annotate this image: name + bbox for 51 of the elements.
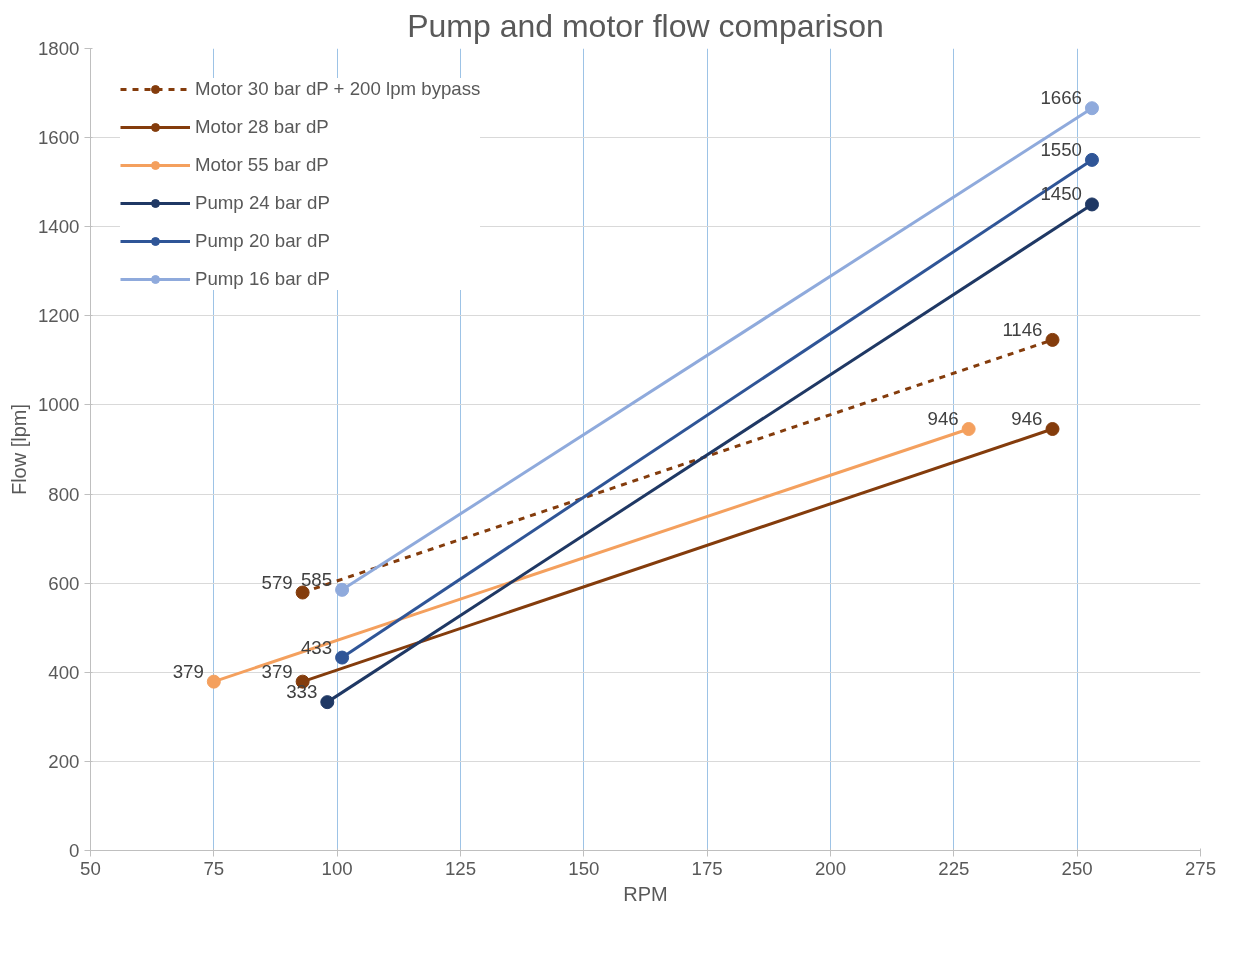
data-label: 379: [172, 660, 204, 682]
y-tick-label: 1200: [38, 305, 80, 327]
y-tick-label: 0: [69, 840, 80, 861]
y-axis-title: Flow [lpm]: [8, 403, 30, 496]
data-label: 333: [286, 681, 318, 703]
y-tick-label: 1000: [38, 394, 80, 416]
x-tick-label: 175: [691, 857, 723, 879]
y-tick-label: 800: [48, 483, 80, 505]
x-tick-label: 150: [568, 857, 600, 879]
data-label: 1550: [1040, 138, 1082, 160]
data-label: 946: [1011, 408, 1043, 429]
legend-label: Pump 24 bar dP: [195, 192, 330, 214]
y-tick-label: 600: [48, 572, 80, 594]
data-label: 1146: [1002, 318, 1043, 340]
legend-label: Motor 55 bar dP: [195, 154, 329, 176]
data-label: 1666: [1040, 87, 1082, 109]
y-tick-label: 1400: [38, 216, 80, 238]
point: [295, 585, 310, 600]
y-tick-label: 400: [48, 661, 80, 683]
x-axis-title: RPM: [623, 882, 668, 905]
point: [335, 582, 350, 597]
chart-title: Pump and motor flow comparison: [407, 7, 884, 44]
x-tick-label: 275: [1184, 857, 1217, 879]
point: [1084, 101, 1099, 116]
x-tick-label: 100: [321, 857, 353, 879]
point: [1045, 422, 1060, 436]
x-tick-label: 225: [938, 857, 970, 879]
point: [206, 674, 221, 689]
point: [1084, 197, 1099, 212]
x-tick-label: 50: [80, 857, 101, 879]
legend-label: Pump 16 bar dP: [195, 268, 330, 290]
data-label: 379: [261, 660, 293, 682]
x-tick-label: 75: [203, 857, 225, 879]
x-tick-label: 125: [444, 857, 477, 879]
data-label: 579: [261, 571, 293, 593]
legend-label: Pump 20 bar dP: [195, 230, 330, 252]
x-tick-label: 250: [1061, 857, 1093, 879]
data-label: 585: [300, 568, 333, 590]
point: [961, 422, 976, 436]
data-label: 1450: [1040, 183, 1082, 205]
point: [320, 695, 335, 710]
point: [1084, 152, 1099, 167]
y-tick-label: 1800: [38, 38, 80, 59]
data-label: 946: [927, 408, 959, 429]
point: [1045, 332, 1060, 347]
x-tick-label: 200: [814, 857, 847, 879]
y-tick-label: 200: [48, 750, 80, 772]
legend-label: Motor 30 bar dP + 200 lpm bypass: [195, 78, 481, 100]
legend-label: Motor 28 bar dP: [195, 116, 329, 138]
point: [335, 650, 350, 665]
y-tick-label: 1600: [38, 127, 80, 149]
